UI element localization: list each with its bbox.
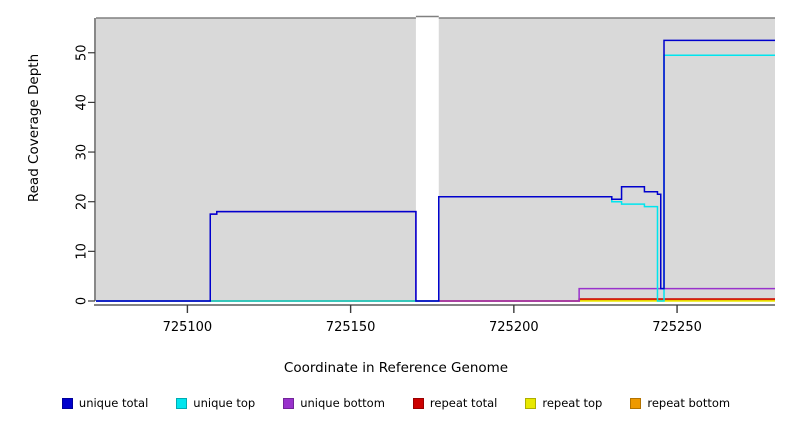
- legend-item[interactable]: unique bottom: [283, 396, 385, 410]
- legend-label: unique total: [78, 396, 149, 410]
- y-tick-label: 10: [75, 243, 90, 260]
- x-tick-label: 725100: [163, 320, 213, 335]
- legend-item[interactable]: unique top: [176, 396, 255, 410]
- legend-label: repeat total: [429, 396, 498, 410]
- legend-item[interactable]: unique total: [61, 396, 149, 410]
- legend-label: unique top: [193, 396, 256, 410]
- legend-label: repeat top: [542, 396, 603, 410]
- legend-swatch-icon: [61, 397, 73, 409]
- y-tick-label: 50: [75, 44, 90, 61]
- plot-background-left: [96, 18, 416, 301]
- legend-swatch-icon: [412, 397, 424, 409]
- legend-label: repeat bottom: [647, 396, 731, 410]
- series-line-unique-total: [96, 39, 775, 302]
- legend-swatch-icon: [176, 397, 188, 409]
- plot-background-right: [438, 18, 775, 301]
- legend-swatch-icon: [283, 397, 295, 409]
- y-tick-label: 20: [75, 193, 90, 210]
- legend-item[interactable]: repeat top: [525, 396, 602, 410]
- x-tick-label: 725200: [489, 320, 539, 335]
- y-tick-label: 40: [75, 94, 90, 111]
- y-tick-label: 0: [75, 297, 90, 305]
- legend-item[interactable]: repeat total: [412, 396, 498, 410]
- y-tick-label: 30: [75, 144, 90, 161]
- legend-swatch-icon: [525, 397, 537, 409]
- chart-legend: unique total unique top unique bottom repea…: [0, 396, 792, 410]
- x-axis-title: Coordinate in Reference Genome: [283, 360, 509, 376]
- legend-label: unique bottom: [300, 396, 385, 410]
- x-tick-label: 725150: [326, 320, 376, 335]
- legend-swatch-icon: [630, 397, 642, 409]
- x-tick-label: 725250: [652, 320, 702, 335]
- legend-item[interactable]: repeat bottom: [630, 396, 730, 410]
